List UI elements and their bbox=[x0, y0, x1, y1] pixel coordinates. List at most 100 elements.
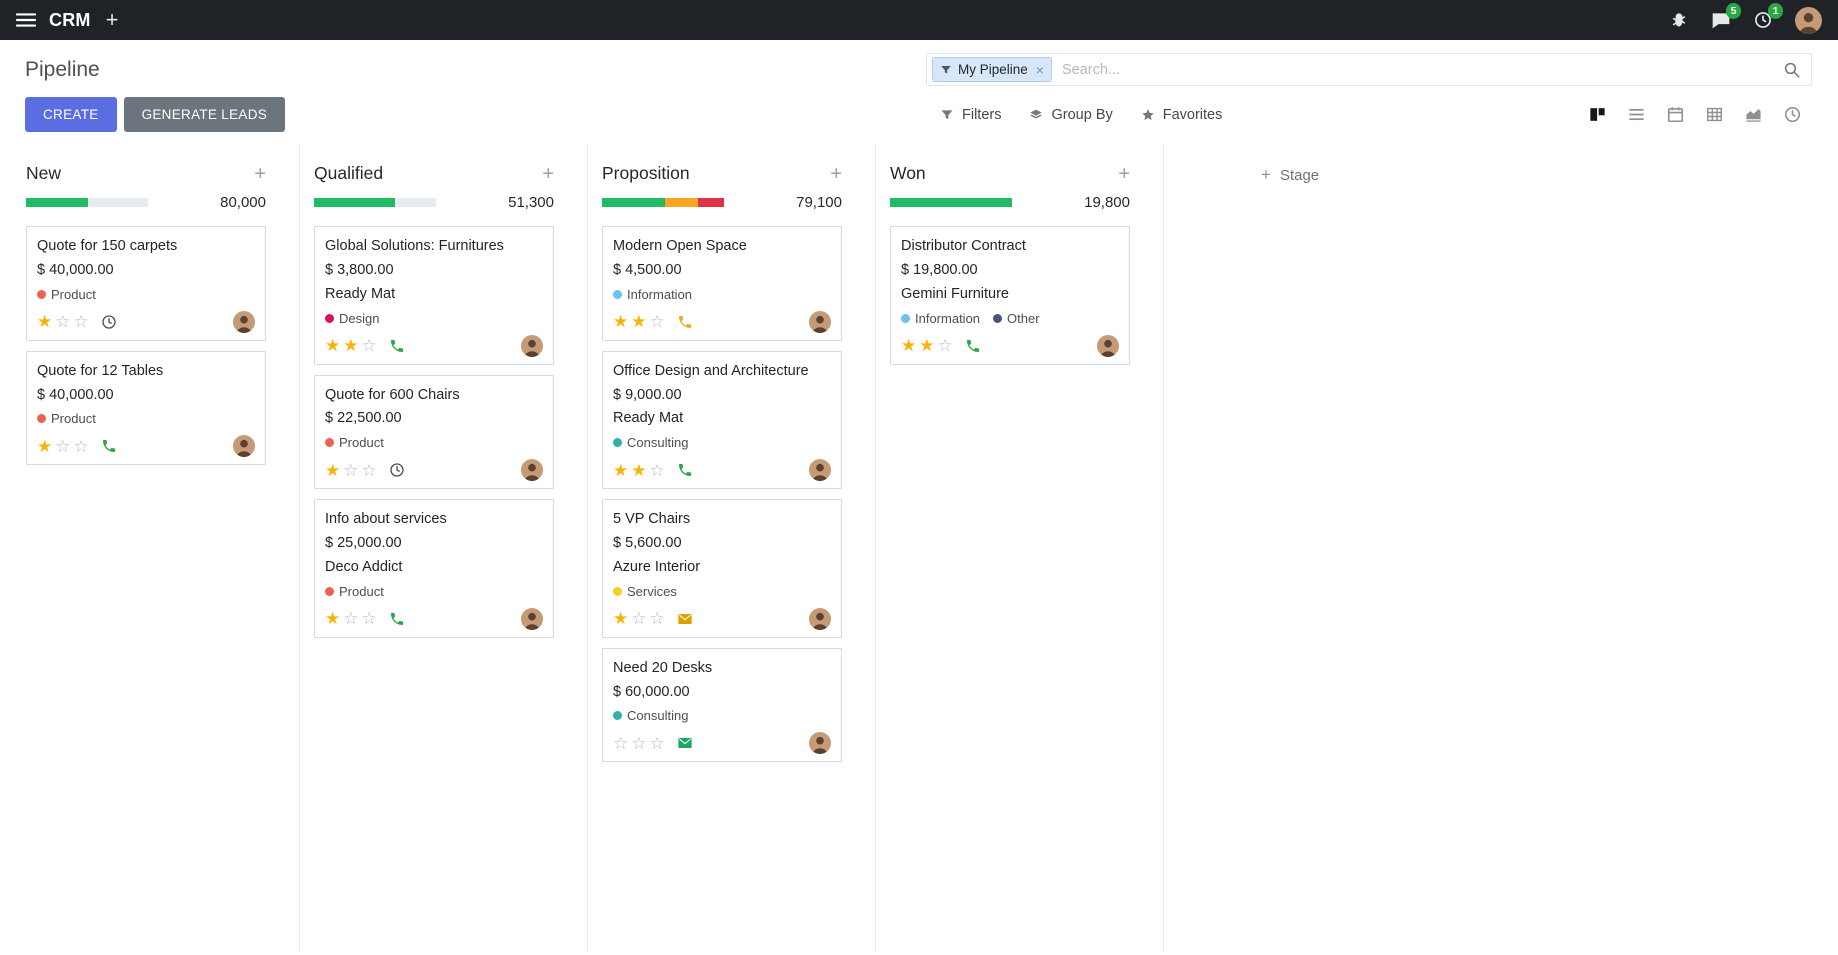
view-activity-icon[interactable] bbox=[1773, 98, 1812, 131]
priority-star[interactable]: ★ bbox=[343, 336, 359, 356]
apps-menu-icon[interactable] bbox=[16, 10, 36, 30]
column-title[interactable]: Won bbox=[890, 163, 926, 183]
progress-segment[interactable] bbox=[698, 198, 724, 207]
priority-star[interactable]: ★ bbox=[613, 460, 629, 480]
kanban-card[interactable]: Info about services $ 25,000.00 Deco Addic… bbox=[314, 499, 554, 638]
card-footer: ★ ★ ☆ bbox=[325, 332, 543, 357]
column-add-button[interactable]: + bbox=[254, 162, 266, 185]
priority-star[interactable]: ☆ bbox=[631, 609, 647, 629]
activity-phone-icon[interactable] bbox=[965, 338, 981, 354]
priority-star[interactable]: ☆ bbox=[649, 609, 665, 629]
activity-phone-icon[interactable] bbox=[389, 611, 405, 627]
priority-star[interactable]: ☆ bbox=[361, 336, 377, 356]
messages-icon[interactable]: 5 bbox=[1711, 3, 1741, 30]
priority-star[interactable]: ☆ bbox=[55, 436, 71, 456]
view-graph-icon[interactable] bbox=[1734, 98, 1773, 131]
progress-segment[interactable] bbox=[890, 198, 1012, 207]
activity-clock-icon[interactable] bbox=[389, 462, 405, 478]
view-calendar-icon[interactable] bbox=[1656, 98, 1695, 131]
card-tags: Product bbox=[37, 285, 255, 303]
priority-star[interactable]: ★ bbox=[325, 336, 341, 356]
search-icon[interactable] bbox=[1783, 61, 1801, 79]
column-title[interactable]: Proposition bbox=[602, 163, 690, 183]
card-amount: $ 19,800.00 bbox=[901, 261, 978, 278]
kanban-card[interactable]: Modern Open Space $ 4,500.00 Information ★ ★… bbox=[602, 226, 842, 341]
priority-star[interactable]: ☆ bbox=[73, 312, 89, 332]
priority-star[interactable]: ☆ bbox=[649, 733, 665, 753]
kanban-card[interactable]: Global Solutions: Furnitures $ 3,800.00 Re… bbox=[314, 226, 554, 365]
kanban-card[interactable]: Quote for 600 Chairs $ 22,500.00 Product ★ ☆… bbox=[314, 374, 554, 490]
priority-star[interactable]: ★ bbox=[919, 336, 935, 356]
kanban-card[interactable]: 5 VP Chairs $ 5,600.00 Azure Interior Servi… bbox=[602, 499, 842, 638]
progress-bar[interactable] bbox=[26, 198, 148, 207]
progress-segment[interactable] bbox=[314, 198, 395, 207]
column-add-button[interactable]: + bbox=[542, 162, 554, 185]
activity-envelope-icon[interactable] bbox=[677, 735, 693, 751]
debug-bug-icon[interactable] bbox=[1669, 10, 1689, 30]
activity-envelope-icon[interactable] bbox=[677, 611, 693, 627]
kanban-board: New +80,000 Quote for 150 carpets $ 40,000.… bbox=[0, 144, 1838, 952]
facet-remove-icon[interactable]: × bbox=[1035, 61, 1044, 78]
priority-star[interactable]: ★ bbox=[37, 436, 53, 456]
priority-star[interactable]: ☆ bbox=[937, 336, 953, 356]
generate-leads-button[interactable]: GENERATE LEADS bbox=[123, 97, 286, 132]
topbar-add-icon[interactable]: + bbox=[105, 7, 119, 32]
activity-phone-icon[interactable] bbox=[101, 438, 117, 454]
priority-star[interactable]: ★ bbox=[901, 336, 917, 356]
activity-phone-icon[interactable] bbox=[389, 338, 405, 354]
column-add-button[interactable]: + bbox=[1118, 162, 1130, 185]
priority-star[interactable]: ☆ bbox=[649, 312, 665, 332]
progress-segment[interactable] bbox=[26, 198, 89, 207]
search-input[interactable] bbox=[1051, 61, 1783, 78]
columns-container: New +80,000 Quote for 150 carpets $ 40,000.… bbox=[12, 144, 1164, 952]
tag: Product bbox=[325, 584, 384, 599]
favorites-button[interactable]: Favorites bbox=[1127, 101, 1237, 129]
priority-star[interactable]: ☆ bbox=[343, 609, 359, 629]
avatar bbox=[1097, 334, 1119, 357]
priority-star[interactable]: ☆ bbox=[55, 312, 71, 332]
priority-star[interactable]: ★ bbox=[325, 609, 341, 629]
view-pivot-icon[interactable] bbox=[1695, 98, 1734, 131]
priority-star[interactable]: ★ bbox=[613, 312, 629, 332]
kanban-card[interactable]: Quote for 150 carpets $ 40,000.00 Product ★… bbox=[26, 226, 266, 341]
progress-segment[interactable] bbox=[665, 198, 699, 207]
priority-star[interactable]: ★ bbox=[631, 460, 647, 480]
activity-phone-icon[interactable] bbox=[677, 462, 693, 478]
kanban-card[interactable]: Need 20 Desks $ 60,000.00 Consulting ☆ ☆ ☆ bbox=[602, 647, 842, 763]
progress-segment[interactable] bbox=[602, 198, 666, 207]
activities-clock-icon[interactable]: 1 bbox=[1753, 3, 1783, 30]
filters-button[interactable]: Filters bbox=[926, 101, 1015, 129]
priority-star[interactable]: ☆ bbox=[613, 733, 629, 753]
priority-star[interactable]: ☆ bbox=[361, 609, 377, 629]
app-name[interactable]: CRM bbox=[49, 9, 91, 30]
tag: Other bbox=[993, 311, 1040, 326]
priority-star[interactable]: ☆ bbox=[73, 436, 89, 456]
priority-star[interactable]: ☆ bbox=[631, 733, 647, 753]
priority-star[interactable]: ★ bbox=[613, 609, 629, 629]
progress-bar[interactable] bbox=[602, 198, 724, 207]
view-kanban-icon[interactable] bbox=[1578, 98, 1617, 131]
priority-star[interactable]: ★ bbox=[325, 460, 341, 480]
priority-star[interactable]: ☆ bbox=[361, 460, 377, 480]
kanban-card[interactable]: Distributor Contract $ 19,800.00 Gemini Fu… bbox=[890, 226, 1130, 365]
kanban-card[interactable]: Quote for 12 Tables $ 40,000.00 Product ★ ☆ ☆ bbox=[26, 350, 266, 466]
kanban-card[interactable]: Office Design and Architecture $ 9,000.00… bbox=[602, 350, 842, 490]
progress-bar[interactable] bbox=[890, 198, 1012, 207]
create-button[interactable]: CREATE bbox=[25, 97, 117, 132]
search-bar[interactable]: My Pipeline × bbox=[926, 53, 1812, 86]
priority-star[interactable]: ★ bbox=[631, 312, 647, 332]
column-title[interactable]: Qualified bbox=[314, 163, 384, 183]
activity-clock-icon[interactable] bbox=[101, 314, 117, 330]
column-add-button[interactable]: + bbox=[830, 162, 842, 185]
user-avatar[interactable] bbox=[1795, 6, 1822, 34]
search-facet[interactable]: My Pipeline × bbox=[932, 57, 1052, 82]
priority-star[interactable]: ★ bbox=[37, 312, 53, 332]
priority-star[interactable]: ☆ bbox=[343, 460, 359, 480]
activity-phone-icon[interactable] bbox=[677, 314, 693, 330]
add-stage-button[interactable]: + Stage bbox=[1261, 165, 1319, 185]
view-list-icon[interactable] bbox=[1617, 98, 1656, 131]
group-by-button[interactable]: Group By bbox=[1015, 101, 1126, 129]
progress-bar[interactable] bbox=[314, 198, 436, 207]
priority-star[interactable]: ☆ bbox=[649, 460, 665, 480]
column-title[interactable]: New bbox=[26, 163, 62, 183]
